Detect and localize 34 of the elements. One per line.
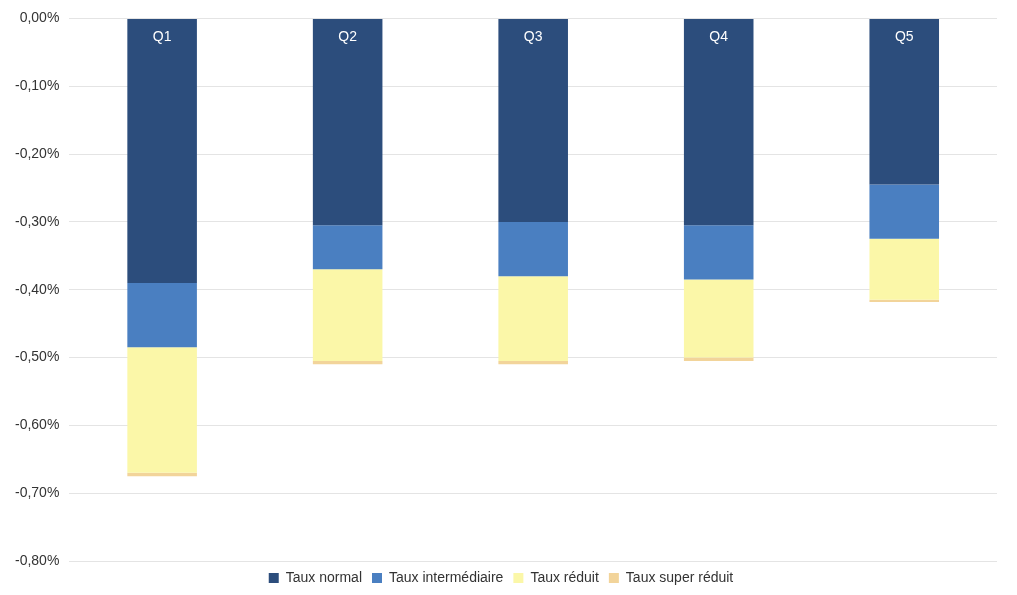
legend-label: Taux intermédiaire (389, 568, 504, 585)
bar (498, 18, 568, 222)
bar (869, 18, 940, 185)
bar (127, 282, 197, 348)
bar (869, 299, 940, 302)
y-tick-label: -0,50% (15, 348, 60, 365)
y-tick-label: -0,20% (15, 144, 60, 161)
y-tick-label: -0,10% (15, 77, 60, 94)
bar (127, 18, 197, 283)
bar (869, 184, 940, 239)
bar (683, 18, 754, 226)
bar (683, 225, 754, 280)
y-tick-label: -0,30% (15, 212, 60, 229)
x-tick-label: Q3 (523, 28, 543, 45)
y-tick-label: -0,80% (15, 551, 60, 568)
bar (498, 276, 568, 361)
y-tick-label: -0,70% (15, 484, 60, 501)
y-tick-label: -0,40% (15, 280, 60, 297)
bar (683, 279, 754, 358)
x-tick-label: Q5 (894, 28, 914, 45)
legend-label: Taux normal (285, 568, 363, 585)
legend-label: Taux super réduit (625, 568, 734, 585)
y-tick-label: 0,00% (19, 9, 60, 26)
bar (312, 269, 383, 361)
bar (869, 238, 940, 300)
x-tick-label: Q2 (338, 28, 358, 45)
x-tick-label: Q1 (152, 28, 172, 45)
bar (498, 221, 568, 277)
legend-label: Taux réduit (530, 568, 599, 585)
bar (312, 18, 383, 226)
bar (312, 225, 383, 270)
y-tick-label: -0,60% (15, 416, 60, 433)
bar (127, 347, 197, 473)
x-tick-label: Q4 (709, 28, 729, 45)
